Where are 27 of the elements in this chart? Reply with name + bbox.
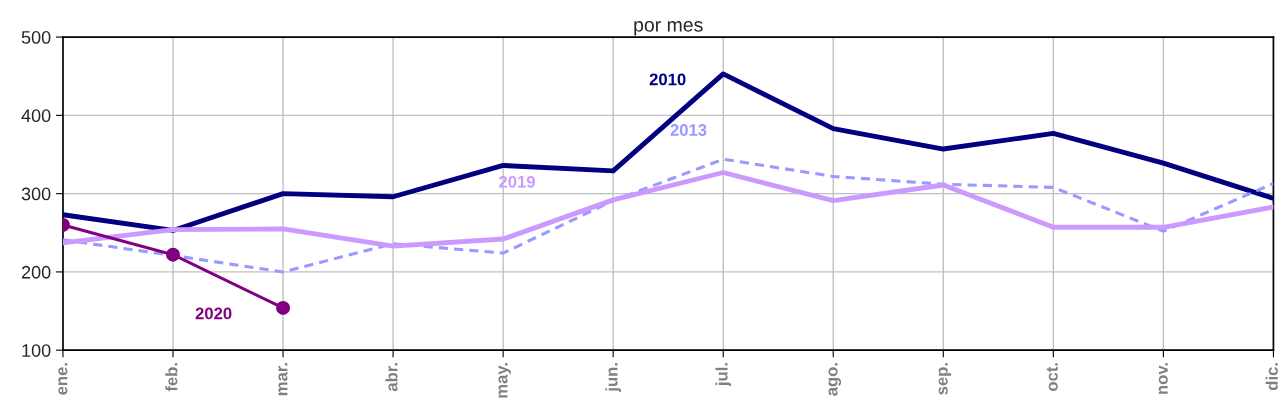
x-tick-label: oct. <box>1046 363 1058 391</box>
x-tick-label: jul. <box>715 363 731 387</box>
chart-title: por mes <box>634 21 703 36</box>
line-series <box>62 157 1274 274</box>
line-series <box>62 71 1274 233</box>
x-tick-label: ene. <box>58 363 68 395</box>
x-tick-label: feb. <box>165 363 178 392</box>
x-tick-label: sep. <box>938 363 952 395</box>
x-tick-label: jun. <box>605 363 621 392</box>
y-tick-label: 200 <box>21 265 51 279</box>
x-tick-label: may. <box>498 363 511 398</box>
y-tick-label: 400 <box>21 109 51 123</box>
y-tick-label: 300 <box>21 187 51 201</box>
series-label: 2013 <box>670 124 707 136</box>
series-label: 2020 <box>195 307 232 320</box>
point <box>276 300 290 315</box>
point <box>166 247 180 262</box>
y-tick-label: 100 <box>22 344 51 357</box>
series-label: 2010 <box>649 73 686 86</box>
x-tick-label: abr. <box>385 363 398 392</box>
x-tick-label: mar. <box>278 363 288 396</box>
x-tick-label: ago. <box>828 363 842 396</box>
x-tick-label: nov. <box>1158 363 1168 394</box>
y-tick-label: 500 <box>21 31 51 44</box>
text: 2019 <box>499 175 535 188</box>
x-tick-label: dic. <box>1265 363 1278 391</box>
line-series <box>62 170 1274 249</box>
